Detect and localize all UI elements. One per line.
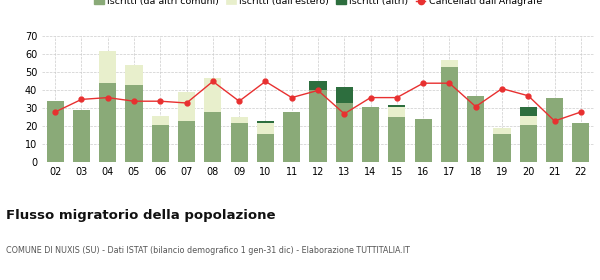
Bar (47, 101, 64, 162)
Bar (520, 107, 537, 116)
Bar (178, 121, 195, 162)
Bar (467, 96, 484, 162)
Bar (310, 81, 326, 90)
Bar (520, 125, 537, 162)
Bar (493, 134, 511, 162)
Text: COMUNE DI NUXIS (SU) - Dati ISTAT (bilancio demografico 1 gen-31 dic) - Elaboraz: COMUNE DI NUXIS (SU) - Dati ISTAT (bilan… (6, 246, 410, 255)
Bar (230, 117, 248, 123)
Bar (230, 123, 248, 162)
Bar (362, 107, 379, 162)
Bar (73, 110, 90, 162)
Bar (152, 116, 169, 125)
Bar (125, 65, 143, 85)
Bar (441, 60, 458, 67)
Bar (178, 92, 195, 121)
Bar (388, 105, 406, 107)
Bar (336, 103, 353, 162)
Bar (388, 117, 406, 162)
Bar (415, 119, 431, 162)
Bar (336, 87, 353, 103)
Bar (572, 123, 589, 162)
Bar (125, 85, 143, 162)
Bar (546, 98, 563, 162)
Bar (205, 112, 221, 162)
Bar (257, 121, 274, 123)
Legend: Iscritti (da altri comuni), Iscritti (dall'estero), Iscritti (altri), Cancellati: Iscritti (da altri comuni), Iscritti (da… (91, 0, 545, 10)
Bar (388, 107, 406, 117)
Text: Flusso migratorio della popolazione: Flusso migratorio della popolazione (6, 209, 275, 221)
Bar (99, 51, 116, 83)
Bar (257, 123, 274, 134)
Bar (257, 134, 274, 162)
Bar (493, 128, 511, 134)
Bar (205, 78, 221, 112)
Bar (99, 83, 116, 162)
Bar (283, 112, 300, 162)
Bar (310, 90, 326, 162)
Bar (441, 67, 458, 162)
Bar (520, 116, 537, 125)
Bar (152, 125, 169, 162)
